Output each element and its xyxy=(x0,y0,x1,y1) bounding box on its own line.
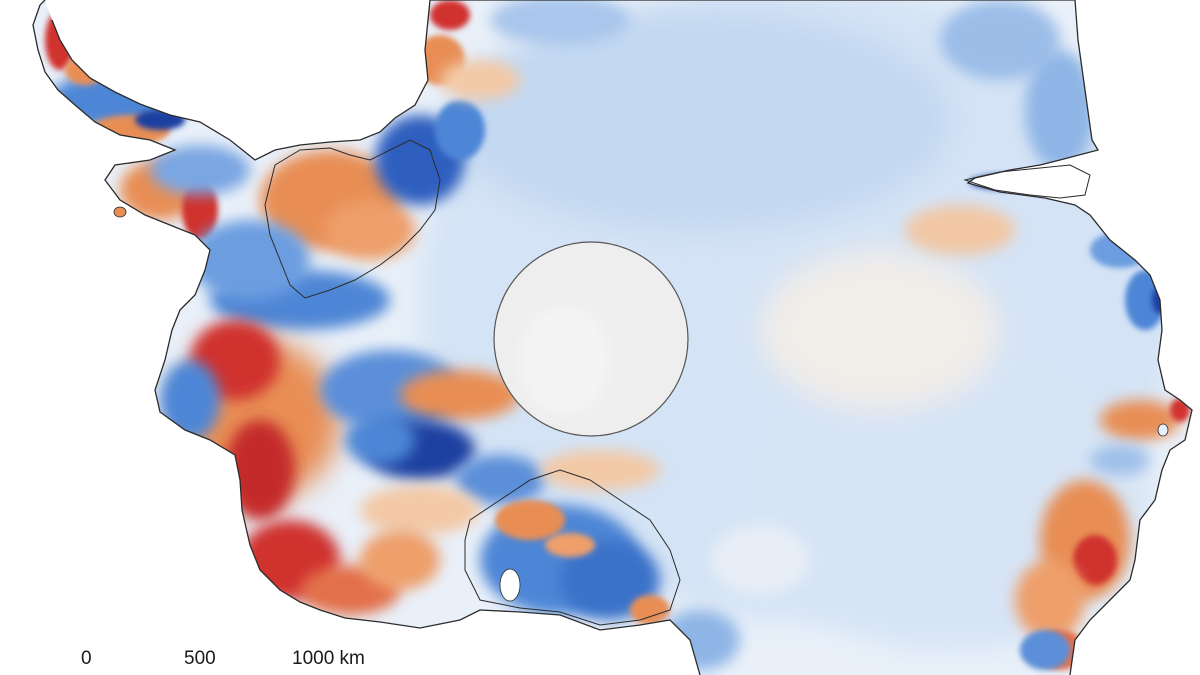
elevation-change-field xyxy=(45,0,1190,670)
scale-label-0: 0 xyxy=(81,648,92,669)
island xyxy=(1157,423,1169,437)
island xyxy=(113,206,127,218)
scale-label-500: 500 xyxy=(184,648,216,669)
grounding-line-ross xyxy=(464,469,681,626)
coastline xyxy=(32,0,1193,675)
scale-label-1000-km: 1000 km xyxy=(292,648,365,669)
grounding-line-ronne xyxy=(264,139,441,299)
island xyxy=(499,568,521,602)
grounding-line-amery xyxy=(963,164,1091,199)
